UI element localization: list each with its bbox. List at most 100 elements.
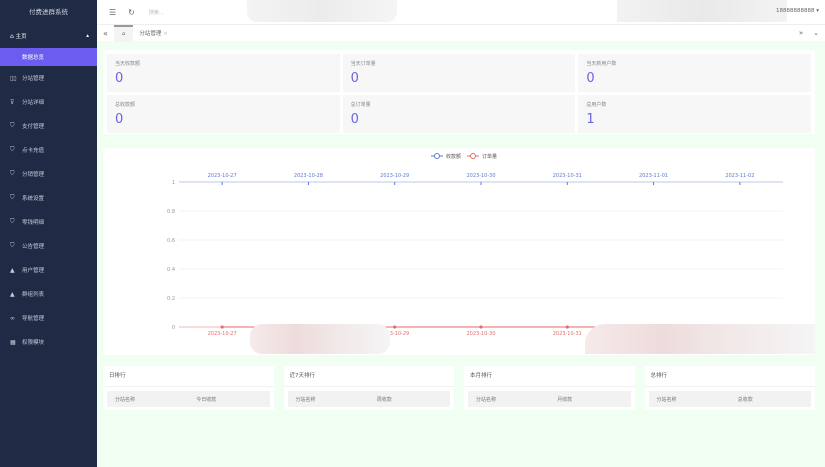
topbar: ☰ ↻ 搜索... 18888888888 ▾	[97, 0, 825, 24]
redacted-region	[585, 324, 815, 354]
shield-icon: ⛉	[10, 146, 15, 153]
legend-label[interactable]: 收款额	[446, 153, 461, 160]
sidebar-item-label: 数据总览	[22, 55, 45, 61]
stat-label: 当天订单量	[350, 61, 376, 67]
legend-marker	[470, 153, 476, 159]
sidebar-item[interactable]: ▦ 权限模块	[0, 330, 97, 354]
stat-label: 当天新用户数	[586, 61, 617, 67]
refresh-icon[interactable]: ↻	[128, 7, 135, 17]
ranking-card: 近7天排行分站名称 周收款	[283, 366, 454, 410]
tab-label: 分站管理	[139, 31, 162, 37]
ranking-header: 分站名称 今日收款	[107, 391, 270, 407]
sidebar-item[interactable]: ⛉ 点卡充值	[0, 138, 97, 162]
sidebar-item-label: 点卡充值	[22, 148, 45, 154]
stat-label: 当天收款额	[115, 61, 141, 67]
ranking-title: 日排行	[103, 366, 274, 387]
tabs-scroll-left-icon[interactable]: «	[103, 28, 108, 38]
x-tick-label-top: 2023-10-29	[380, 173, 409, 179]
shield-icon: ⛉	[10, 194, 15, 201]
x-tick-label-top: 2023-11-02	[725, 173, 754, 179]
stat-card: 总用户数 1	[578, 95, 811, 133]
shield-icon: ⛉	[10, 218, 15, 225]
legend-label[interactable]: 订单量	[482, 153, 497, 160]
y-tick-label: 0.6	[167, 238, 175, 244]
ranking-title: 本月排行	[464, 366, 635, 387]
data-point[interactable]	[479, 325, 483, 329]
stat-card: 当天新用户数 0	[578, 54, 811, 92]
data-point[interactable]	[393, 325, 397, 329]
ranking-title: 近7天排行	[283, 366, 454, 387]
stat-card: 总收款额 0	[107, 95, 340, 133]
home-icon: ⌂	[121, 30, 126, 37]
user-menu[interactable]: 18888888888 ▾	[775, 8, 819, 14]
tab-bar: « ⌂ 分站管理 × » ⌄	[97, 24, 825, 42]
sidebar-item[interactable]: ⛉ 系统设置	[0, 186, 97, 210]
stat-label: 总订单量	[350, 102, 371, 108]
shield-icon: ⛉	[10, 122, 15, 129]
tabs-scroll-right-icon[interactable]: »	[798, 29, 804, 37]
sidebar-item-label: 分销管理	[22, 172, 45, 178]
y-tick-label: 1	[172, 180, 175, 186]
stat-value: 0	[115, 112, 124, 127]
stat-value: 1	[586, 112, 595, 127]
close-icon[interactable]: ×	[163, 31, 168, 37]
tab-home[interactable]: ⌂	[113, 24, 134, 42]
sidebar-item[interactable]: 数据总览	[0, 48, 97, 66]
stat-label: 总收款额	[115, 102, 136, 108]
sidebar-item[interactable]: ▲ 用户管理	[0, 258, 97, 282]
user-icon: ▲	[10, 266, 15, 274]
sidebar-item[interactable]: ▲ 群组列表	[0, 282, 97, 306]
column-header: 周收款	[376, 396, 392, 403]
users-icon: ▲	[10, 290, 15, 298]
sidebar-item-label: 分站管理	[22, 76, 45, 82]
sidebar-item[interactable]: ⛉ 公告管理	[0, 234, 97, 258]
sidebar-item-label: 支付管理	[22, 124, 45, 130]
ranking-title: 总排行	[644, 366, 815, 387]
menu-toggle-icon[interactable]: ☰	[109, 7, 117, 17]
sidebar-item[interactable]: ⛉ 支付管理	[0, 114, 97, 138]
sidebar-item-label: 系统设置	[22, 196, 45, 202]
sidebar-item-label: 零钱明细	[22, 220, 45, 226]
stat-card: 当天收款额 0	[107, 54, 340, 92]
stat-value: 0	[586, 71, 595, 86]
sidebar-item-home[interactable]: ⌂ 主页 ▴	[0, 24, 97, 48]
grid-icon: ▯▯	[10, 74, 17, 82]
sidebar-item[interactable]: ∞ 导航管理	[0, 306, 97, 330]
sidebar: 付费进群系统 ⌂ 主页 ▴ 数据总览 ▯▯ 分站管理 ⊽ 分站详细 ⛉ 支付管理 ⛉ 点卡充值 ⛉ 分…	[0, 0, 97, 467]
column-header: 今日收款	[196, 396, 217, 403]
tab-current[interactable]: 分站管理 ×	[133, 29, 173, 37]
x-tick-label-top: 2023-11-01	[639, 173, 668, 179]
stat-value: 0	[115, 71, 124, 86]
sidebar-item-label: 用户管理	[22, 268, 45, 274]
ranking-header: 分站名称 周收款	[287, 391, 450, 407]
y-tick-label: 0.8	[167, 209, 175, 215]
ranking-header: 分站名称 月收款	[468, 391, 631, 407]
ranking-card: 本月排行分站名称 月收款	[464, 366, 635, 410]
shield-icon: ⛉	[10, 242, 15, 249]
sidebar-item-label: 分站详细	[22, 100, 45, 106]
x-tick-label-top: 2023-10-30	[466, 173, 495, 179]
column-header: 分站名称	[476, 396, 497, 403]
sidebar-item[interactable]: ▯▯ 分站管理	[0, 66, 97, 90]
column-header: 分站名称	[656, 396, 677, 403]
x-tick-label-bottom: 2023-10-27	[208, 331, 237, 337]
app-title: 付费进群系统	[29, 8, 68, 16]
stats-panel: 当天收款额 0 当天订单量 0 当天新用户数 0 总收款额 0 总订单量 0 总用户数 1	[103, 50, 815, 134]
stat-value: 0	[350, 71, 359, 86]
sidebar-item[interactable]: ⊽ 分站详细	[0, 90, 97, 114]
data-point[interactable]	[220, 325, 224, 329]
y-tick-label: 0	[172, 325, 175, 331]
search-input[interactable]: 搜索...	[148, 9, 164, 16]
redacted-region	[617, 0, 787, 22]
chevron-down-icon[interactable]: ⌄	[813, 29, 819, 37]
x-tick-label-top: 2023-10-31	[553, 173, 582, 179]
caret-up-icon: ▴	[86, 33, 89, 39]
sidebar-item-label: 权限模块	[22, 340, 45, 346]
shield-icon: ⛉	[10, 170, 15, 177]
username: 18888888888	[775, 8, 815, 14]
data-point[interactable]	[565, 325, 569, 329]
sidebar-item[interactable]: ⛉ 分销管理	[0, 162, 97, 186]
sidebar-item-label: 群组列表	[22, 292, 45, 298]
sidebar-item-label: 公告管理	[22, 244, 45, 250]
sidebar-item[interactable]: ⛉ 零钱明细	[0, 210, 97, 234]
